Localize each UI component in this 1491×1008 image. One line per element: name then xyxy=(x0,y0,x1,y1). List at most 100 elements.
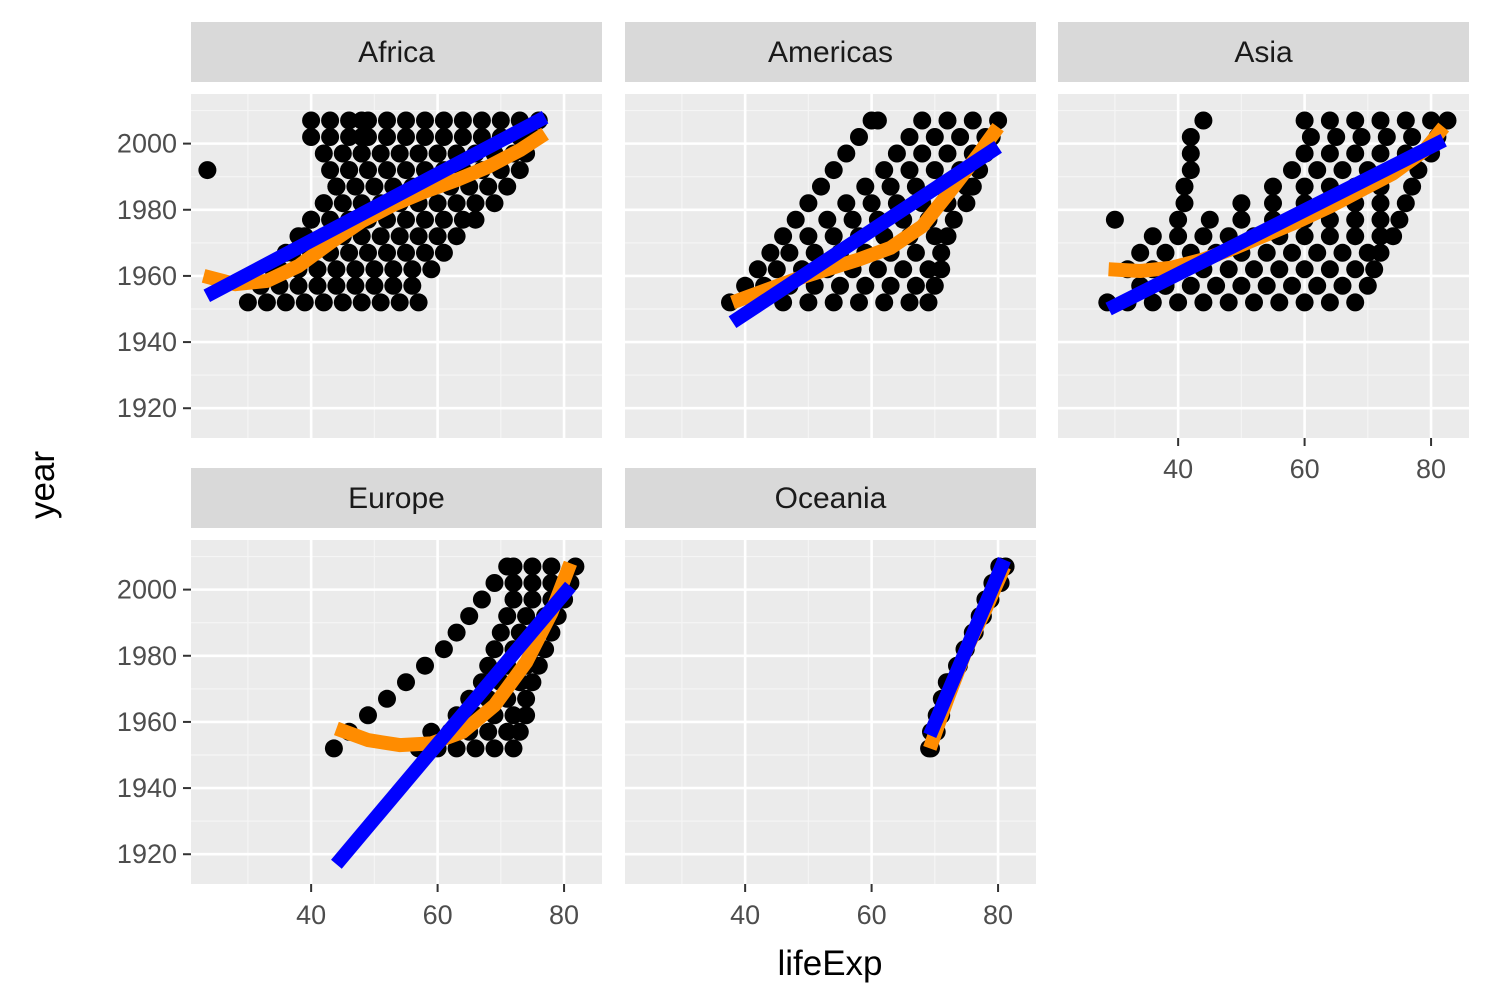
data-point xyxy=(1301,128,1320,146)
data-point xyxy=(1320,260,1339,279)
data-point xyxy=(359,111,377,130)
data-point xyxy=(447,623,466,642)
data-point xyxy=(900,293,919,312)
data-point xyxy=(289,276,308,295)
data-point xyxy=(314,144,333,163)
y-tick-label: 2000 xyxy=(117,129,177,159)
facet-strip-oceania xyxy=(625,468,1036,528)
data-point xyxy=(359,128,377,146)
facet-strip-label-africa: Africa xyxy=(358,36,435,69)
data-point xyxy=(434,210,453,229)
data-point xyxy=(403,276,422,295)
data-point xyxy=(938,144,957,163)
data-point xyxy=(1371,111,1390,130)
data-point xyxy=(1175,177,1194,196)
data-point xyxy=(416,128,434,146)
data-point xyxy=(799,293,818,312)
data-point xyxy=(913,144,932,163)
y-tick-label: 1980 xyxy=(117,641,177,671)
data-point xyxy=(276,293,295,312)
data-point xyxy=(365,276,384,295)
data-point xyxy=(913,111,932,130)
data-point xyxy=(1438,111,1457,130)
data-point xyxy=(523,557,542,576)
data-point xyxy=(390,293,409,312)
data-point xyxy=(453,210,472,229)
data-point xyxy=(485,574,504,592)
data-point xyxy=(466,739,485,758)
data-point xyxy=(397,210,415,229)
data-point xyxy=(1169,293,1188,312)
data-point xyxy=(963,111,982,130)
facet-africa: Africa 1920 1940 1960 1980 2000 xyxy=(117,22,602,438)
data-point xyxy=(1245,260,1263,279)
y-tick-label: 1940 xyxy=(117,773,177,803)
data-point xyxy=(453,111,472,130)
data-point xyxy=(938,111,957,130)
data-point xyxy=(1245,293,1263,312)
data-point xyxy=(868,260,887,279)
data-point xyxy=(1283,243,1301,262)
data-point xyxy=(327,276,346,295)
data-point xyxy=(333,293,352,312)
data-point xyxy=(1232,194,1251,213)
data-point xyxy=(780,243,799,262)
data-point xyxy=(868,111,887,130)
linear-fit-line-americas xyxy=(728,141,1002,329)
data-point xyxy=(428,144,447,163)
data-point xyxy=(850,128,868,146)
data-point xyxy=(504,739,523,758)
panel-background-oceania xyxy=(625,540,1036,884)
data-point xyxy=(1308,243,1327,262)
panel-background-europe xyxy=(191,540,602,884)
data-point xyxy=(881,177,900,196)
data-point xyxy=(761,243,780,262)
data-point xyxy=(384,260,403,279)
data-point xyxy=(302,128,321,146)
data-point xyxy=(1390,210,1409,229)
data-point xyxy=(951,128,970,146)
data-point xyxy=(346,177,365,196)
data-point xyxy=(409,227,428,246)
data-point xyxy=(491,111,510,130)
data-point xyxy=(1181,144,1200,163)
facet-americas: Americas xyxy=(625,22,1036,438)
data-point xyxy=(925,276,944,295)
x-tick-label: 40 xyxy=(1163,454,1193,484)
facet-panels: Africa 1920 1940 1960 1980 2000 Americas Asia 40… xyxy=(117,22,1469,930)
data-point xyxy=(925,227,944,246)
data-point xyxy=(371,144,390,163)
data-point xyxy=(403,260,422,279)
data-point xyxy=(485,640,504,659)
data-point xyxy=(887,144,906,163)
data-point xyxy=(856,276,875,295)
x-tick-label: 40 xyxy=(730,900,760,930)
data-point xyxy=(774,227,793,246)
data-point xyxy=(504,557,523,576)
data-point xyxy=(1143,293,1162,312)
data-point xyxy=(466,194,485,213)
data-point xyxy=(843,210,862,229)
data-point xyxy=(786,210,805,229)
data-point xyxy=(831,276,849,295)
data-point xyxy=(1264,177,1282,196)
data-point xyxy=(1377,128,1396,146)
data-point xyxy=(359,243,377,262)
data-point xyxy=(906,243,925,262)
data-point xyxy=(523,673,542,692)
data-point xyxy=(1194,111,1213,130)
data-point xyxy=(359,161,377,180)
data-point xyxy=(397,243,415,262)
data-point xyxy=(1219,260,1238,279)
data-point xyxy=(308,260,327,279)
data-point xyxy=(1333,161,1352,180)
data-point xyxy=(932,260,951,279)
data-point xyxy=(340,111,359,130)
data-point xyxy=(340,128,359,146)
data-point xyxy=(346,260,365,279)
linear-fit-line-africa xyxy=(203,111,549,302)
data-point xyxy=(517,689,536,708)
data-point xyxy=(472,590,491,609)
data-point xyxy=(378,161,396,180)
data-point xyxy=(324,739,343,758)
